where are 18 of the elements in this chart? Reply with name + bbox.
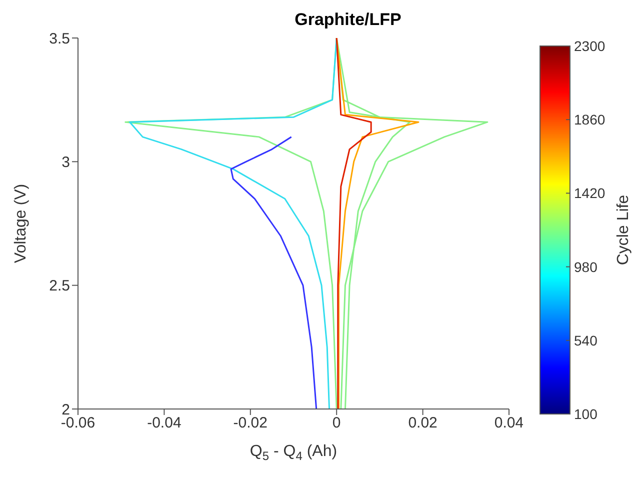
x-tick-label: -0.04 <box>147 414 182 432</box>
color-bar-label: 1420 <box>574 185 606 202</box>
y-axis-title: Voltage (V) <box>12 184 30 264</box>
x-axis-title: Q$_{5}$ - Q$_{4}$ (Ah) <box>250 443 338 463</box>
color-bar-label: 1860 <box>574 112 606 128</box>
y-tick-label: 3 <box>62 154 70 171</box>
x-tick-label: -0.02 <box>233 414 268 432</box>
color-bar-label: 540 <box>574 332 598 348</box>
color-bar-label: 2300 <box>574 38 606 54</box>
color-bar-label: 100 <box>574 406 598 422</box>
chart-title: Graphite/LFP <box>294 10 402 30</box>
color-bar-label: 980 <box>574 258 598 275</box>
color-bar-title: Cycle Life <box>615 194 632 266</box>
x-tick-label: 0.02 <box>408 414 438 432</box>
y-tick-label: 2.5 <box>49 278 70 295</box>
x-tick-label: 0 <box>332 414 341 432</box>
x-tick-label: 0.04 <box>494 414 524 432</box>
y-tick-label: 3.5 <box>49 30 70 48</box>
